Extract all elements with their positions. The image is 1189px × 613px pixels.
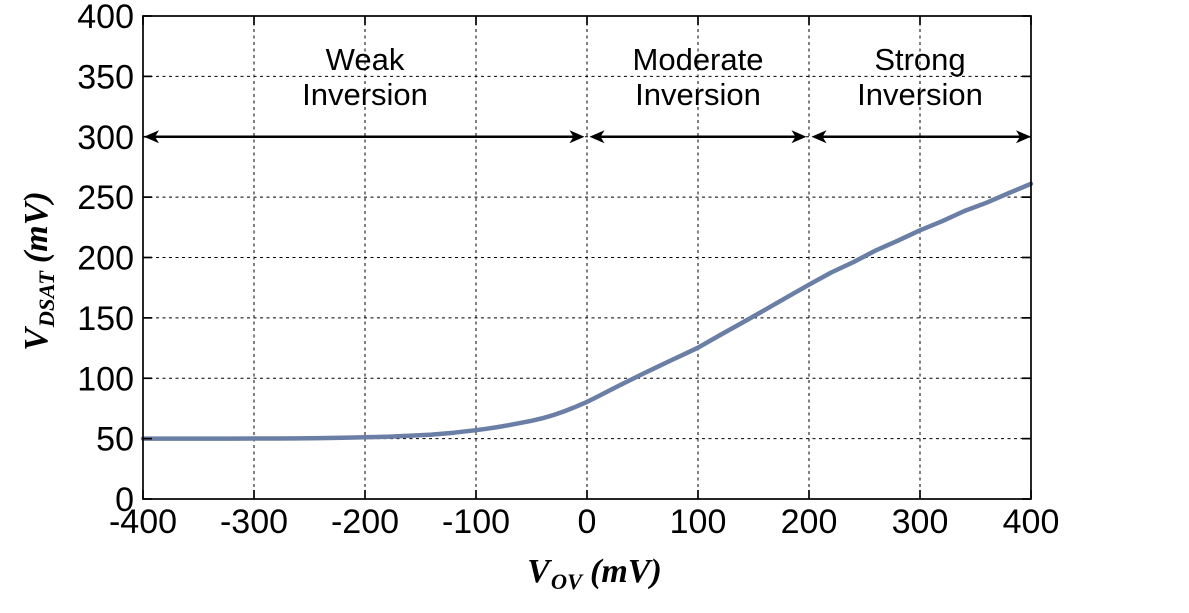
region-arrow-head-left [811, 130, 827, 144]
x-axis-title: VOV (mV) [0, 553, 1189, 595]
region-label-line1: Weak [325, 42, 405, 77]
y-tick-label: 300 [77, 119, 134, 157]
region-arrow-head-left [589, 130, 605, 144]
y-tick-label: 150 [77, 300, 134, 338]
x-tick-label: 400 [1003, 503, 1060, 541]
x-tick-label: 0 [578, 503, 597, 541]
y-tick-label: 0 [115, 481, 134, 519]
region-label-line2: Inversion [857, 77, 983, 112]
x-tick-label: -400 [109, 503, 177, 541]
y-axis-title: VDSAT (mV) [18, 121, 60, 421]
y-axis-var: V [17, 328, 55, 351]
y-tick-label: 100 [77, 360, 134, 398]
region-label-line2: Inversion [302, 77, 428, 112]
data-curve [140, 181, 1034, 441]
region-arrow-head-right [791, 130, 807, 144]
y-axis-unit: (mV) [17, 191, 55, 264]
y-axis-subscript: DSAT [34, 271, 60, 328]
y-tick-label: 200 [77, 240, 134, 278]
y-tick-label: 400 [77, 0, 134, 36]
x-tick-label: -100 [442, 503, 510, 541]
x-tick-label: 100 [670, 503, 727, 541]
region-label-weak-inversion: Weak Inversion [302, 42, 428, 112]
region-label-line1: Strong [874, 42, 966, 77]
x-axis-unit: (mV) [590, 553, 662, 590]
x-tick-label: 300 [892, 503, 949, 541]
x-tick-label: -300 [220, 503, 288, 541]
x-axis-subscript: OV [550, 569, 583, 595]
region-label-line1: Moderate [632, 42, 764, 77]
x-axis-var: V [527, 553, 550, 590]
region-label-moderate-inversion: Moderate Inversion [633, 42, 764, 112]
region-label-line2: Inversion [635, 77, 761, 112]
region-label-strong-inversion: Strong Inversion [857, 42, 983, 112]
y-tick-label: 350 [77, 58, 134, 96]
region-arrow-head-right [569, 130, 585, 144]
x-tick-label: 200 [781, 503, 838, 541]
y-tick-label: 250 [77, 179, 134, 217]
y-tick-label: 50 [96, 421, 134, 459]
x-tick-label: -200 [331, 503, 399, 541]
